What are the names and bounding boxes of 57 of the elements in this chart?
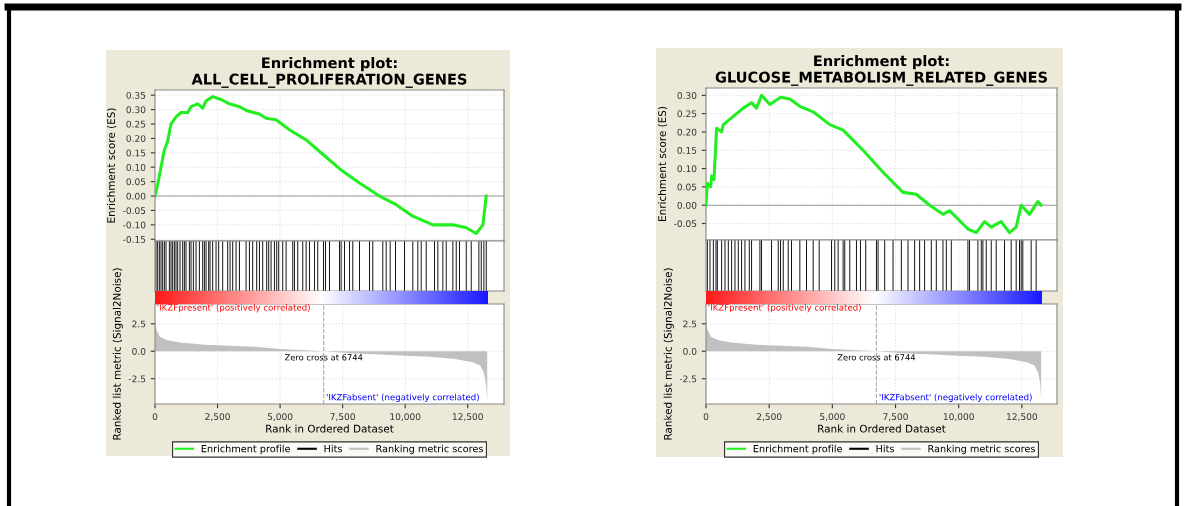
- legend-label: Ranking metric scores: [928, 444, 1036, 455]
- x-tick-label: 5,000: [820, 413, 845, 421]
- y-tick-label: 0.25: [126, 120, 146, 128]
- chart-title: Enrichment plot: GLUCOSE_METABOLISM_RELATED_GENES: [715, 55, 1047, 86]
- y-tick-label: 0.05: [677, 183, 697, 191]
- legend-label: Hits: [324, 444, 342, 453]
- y-tick-label: -0.05: [674, 220, 697, 228]
- y-tick-label: 2.5: [683, 320, 697, 328]
- annotation: 'IKZFabsent' (negatively correlated): [879, 393, 1032, 402]
- y-tick-label: 0.10: [677, 165, 697, 173]
- annotation: 'IKZFpresent' (positively correlated): [157, 304, 310, 313]
- y-tick-label: -0.15: [123, 236, 146, 243]
- x-tick-label: 7,500: [330, 413, 355, 421]
- x-tick-label: 7,500: [883, 413, 908, 421]
- y-tick-label: 0.30: [677, 92, 697, 99]
- y-axis-title: Ranked list metric (Signal2Noise): [663, 268, 674, 440]
- annotation: Zero cross at 6744: [284, 354, 363, 361]
- y-tick-label: 0.20: [126, 135, 146, 142]
- y-tick-label: 0.0: [132, 347, 146, 355]
- y-tick-label: -0.05: [123, 207, 146, 215]
- annotation: 'IKZFpresent' (positively correlated): [708, 304, 861, 313]
- legend-label: Enrichment profile: [753, 444, 842, 455]
- y-tick-label: 0.10: [126, 163, 146, 171]
- x-tick-label: 2,500: [205, 413, 230, 421]
- y-tick-label: 0.20: [677, 128, 697, 136]
- legend-label: Ranking metric scores: [376, 444, 484, 455]
- y-tick-label: -2.5: [128, 375, 146, 383]
- y-tick-label: 0.30: [126, 106, 146, 114]
- x-axis-title: Rank in Ordered Dataset: [818, 424, 946, 433]
- y-tick-label: 0.15: [126, 149, 146, 157]
- x-tick-label: 5,000: [267, 413, 293, 421]
- legend-label: Hits: [876, 444, 894, 453]
- x-axis-title: Rank in Ordered Dataset: [266, 424, 394, 433]
- x-tick-label: 2,500: [756, 413, 782, 421]
- y-tick-label: 2.5: [132, 320, 146, 328]
- y-axis-title: Enrichment score (ES): [106, 108, 117, 223]
- y-tick-label: -0.10: [123, 221, 146, 229]
- y-tick-label: 0.35: [126, 91, 146, 99]
- y-tick-label: 0.00: [677, 201, 697, 209]
- y-tick-label: -2.5: [679, 375, 697, 383]
- legend-label: Enrichment profile: [201, 444, 290, 455]
- y-tick-label: 0.05: [126, 178, 146, 186]
- y-tick-label: 0.15: [677, 146, 697, 154]
- y-tick-label: 0.0: [683, 347, 697, 355]
- x-tick-label: 0: [703, 413, 709, 421]
- chart-title: Enrichment plot: ALL_CELL_PROLIFERATION_GENES: [191, 57, 467, 88]
- x-tick-label: 12,500: [1007, 413, 1038, 421]
- x-tick-label: 10,000: [390, 413, 421, 421]
- x-tick-label: 10,000: [943, 413, 974, 421]
- annotation: Zero cross at 6744: [837, 354, 916, 361]
- y-axis-title: Enrichment score (ES): [657, 106, 668, 221]
- x-tick-label: 0: [152, 413, 158, 421]
- y-axis-title: Ranked list metric (Signal2Noise): [112, 268, 123, 440]
- x-tick-label: 12,500: [452, 413, 483, 421]
- y-tick-label: 0.25: [677, 110, 697, 118]
- annotation: 'IKZFabsent' (negatively correlated): [326, 393, 479, 402]
- y-tick-label: 0.00: [126, 192, 146, 200]
